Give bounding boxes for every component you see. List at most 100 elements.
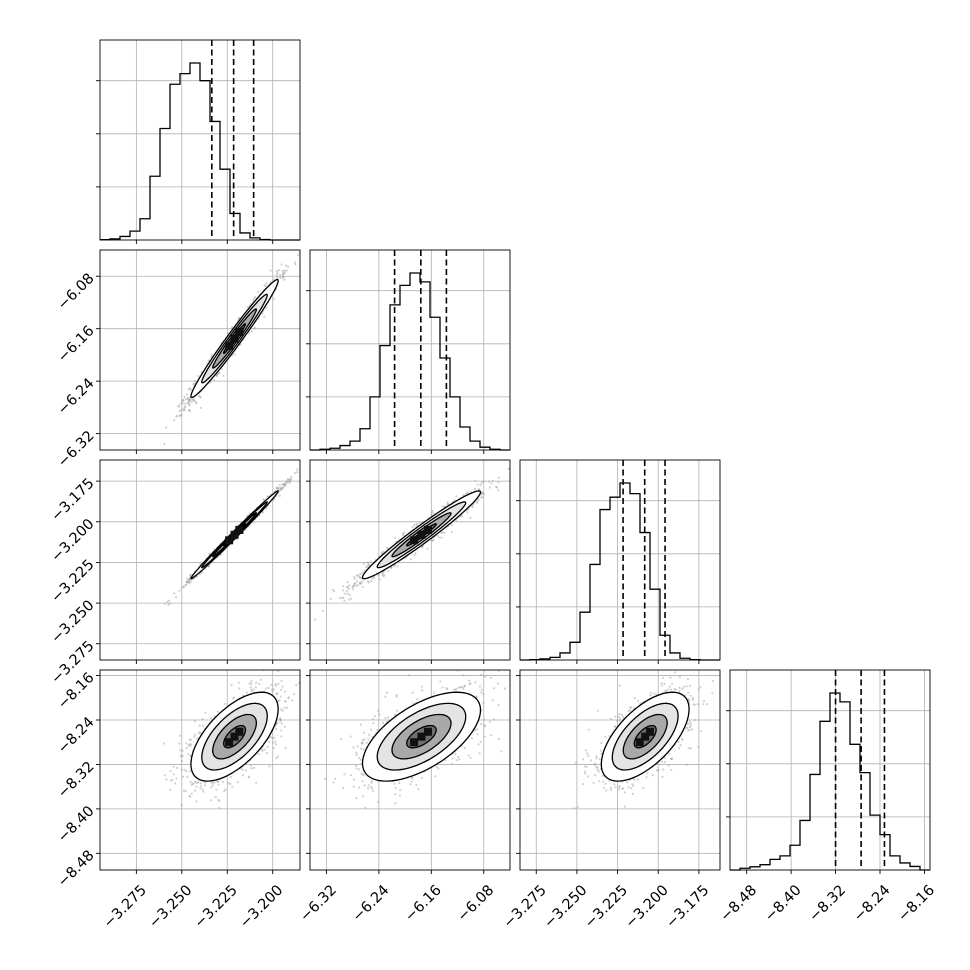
panel-frame	[99, 39, 301, 241]
sample-point	[284, 700, 287, 703]
x-tick-label: −8.16	[895, 882, 938, 925]
sample-point	[589, 759, 593, 762]
sample-point	[412, 702, 415, 705]
sample-point	[269, 269, 272, 272]
sample-point	[480, 691, 483, 694]
sample-point	[614, 725, 617, 728]
y-tick-label: −3.175	[48, 475, 97, 524]
sample-point	[185, 746, 188, 750]
sample-point	[627, 709, 630, 712]
sample-point	[497, 489, 500, 492]
sample-point	[480, 496, 483, 499]
sample-point	[410, 780, 413, 783]
sample-point	[414, 552, 417, 555]
sample-point	[250, 767, 253, 770]
sample-point	[198, 573, 201, 576]
sample-point	[145, 451, 147, 453]
sample-point	[632, 784, 635, 788]
sample-point	[174, 596, 178, 599]
sample-point	[218, 371, 221, 374]
sample-point	[352, 746, 355, 749]
sample-point	[192, 782, 195, 785]
sample-point	[190, 783, 193, 786]
sample-point	[671, 682, 674, 685]
sample-point	[354, 582, 357, 585]
sample-point	[276, 721, 279, 724]
sample-point	[166, 600, 169, 603]
panel-frame	[519, 669, 721, 871]
sample-point	[348, 584, 351, 587]
sample-point	[367, 562, 370, 566]
histogram-panel-3	[726, 669, 931, 871]
sample-point	[215, 788, 218, 791]
sample-point	[679, 744, 682, 747]
sample-point	[696, 703, 700, 706]
sample-point	[445, 687, 448, 690]
sample-point	[514, 681, 516, 683]
sample-point	[500, 750, 503, 753]
x-axis-1: −6.32 −6.24 −6.16 −6.08	[297, 870, 497, 925]
density-peak	[235, 525, 244, 534]
sample-point	[282, 272, 285, 275]
sample-point	[216, 710, 219, 713]
sample-point	[278, 484, 281, 487]
sample-point	[691, 728, 694, 731]
sample-point	[359, 581, 362, 585]
sample-point	[183, 395, 186, 398]
scatter-panel-0-1	[99, 249, 301, 453]
sample-point	[461, 515, 464, 518]
sample-point	[273, 736, 276, 739]
sample-point	[373, 576, 376, 579]
sample-point	[699, 685, 702, 689]
sample-point	[350, 597, 353, 600]
sample-point	[198, 732, 201, 735]
sample-point	[469, 516, 472, 520]
sample-point	[609, 717, 613, 721]
sample-point	[189, 410, 192, 413]
sample-point	[361, 742, 364, 745]
sample-point	[360, 772, 363, 775]
sample-point	[478, 752, 481, 755]
sample-point	[369, 560, 372, 563]
sample-point	[517, 462, 519, 464]
sample-point	[191, 782, 194, 785]
sample-point	[403, 531, 406, 534]
sample-point	[193, 735, 196, 738]
sample-point	[631, 792, 635, 796]
y-tick-label: −6.16	[55, 323, 98, 366]
sample-point	[458, 758, 461, 761]
sample-point	[188, 581, 191, 584]
sample-point	[188, 398, 191, 401]
sample-point	[189, 573, 192, 576]
sample-point	[387, 716, 390, 719]
sample-point	[324, 777, 327, 781]
sample-point	[199, 395, 202, 399]
sample-point	[207, 359, 210, 362]
sample-point	[196, 781, 199, 785]
sample-point	[179, 749, 182, 752]
sample-point	[360, 572, 363, 575]
sample-point	[653, 692, 656, 695]
sample-point	[507, 467, 510, 470]
sample-point	[181, 400, 184, 403]
sample-point	[413, 553, 416, 556]
sample-point	[586, 752, 589, 755]
sample-point	[491, 479, 494, 482]
sample-point	[617, 715, 620, 718]
sample-point	[178, 415, 181, 418]
sample-point	[192, 399, 195, 402]
sample-point	[582, 758, 585, 761]
sample-point	[283, 483, 286, 486]
sample-point	[245, 769, 248, 772]
histogram-panel-2	[516, 459, 721, 661]
sample-point	[281, 487, 284, 490]
sample-point	[687, 746, 690, 750]
sample-point	[364, 806, 367, 809]
sample-point	[250, 330, 253, 333]
sample-point	[192, 383, 195, 386]
sample-point	[255, 681, 258, 684]
sample-point	[687, 698, 690, 701]
sample-point	[587, 728, 591, 731]
sample-point	[338, 596, 341, 600]
sample-point	[233, 353, 236, 356]
